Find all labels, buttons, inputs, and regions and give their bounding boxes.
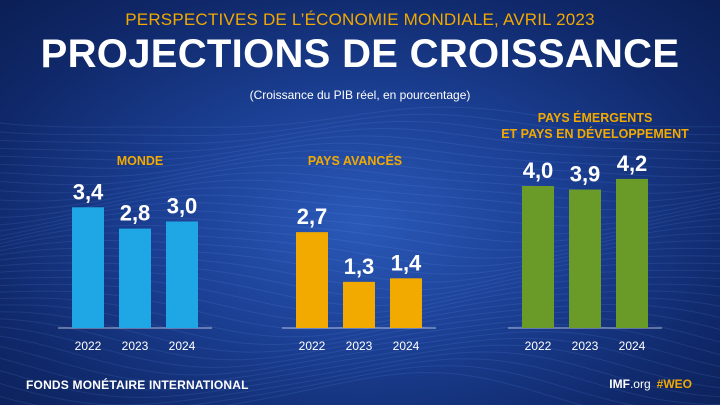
world-group-title: MONDE bbox=[116, 154, 164, 168]
emerging-value-label-2024: 4,2 bbox=[617, 151, 648, 176]
emerging-value-label-2022: 4,0 bbox=[523, 158, 554, 183]
wave-line bbox=[0, 344, 720, 391]
report-supertitle: PERSPECTIVES DE L’ÉCONOMIE MONDIALE, AVR… bbox=[125, 10, 595, 29]
advanced-bar-2023 bbox=[343, 281, 375, 328]
advanced-group-title: PAYS AVANCÉS bbox=[307, 154, 403, 168]
world-year-label-2024: 2024 bbox=[169, 339, 196, 353]
advanced-value-label-2024: 1,4 bbox=[391, 250, 422, 275]
wave-line bbox=[0, 365, 635, 405]
advanced-year-label-2024: 2024 bbox=[393, 339, 420, 353]
world-year-label-2022: 2022 bbox=[75, 339, 102, 353]
world-value-label-2023: 2,8 bbox=[120, 201, 151, 226]
advanced-bar-2024 bbox=[390, 278, 422, 328]
world-value-label-2024: 3,0 bbox=[167, 194, 198, 219]
advanced-bar-2022 bbox=[296, 232, 328, 328]
world-bar-2022 bbox=[72, 207, 104, 328]
advanced-year-label-2022: 2022 bbox=[299, 339, 326, 353]
site-prefix: IMF bbox=[609, 377, 630, 391]
footer-links: IMF.org #WEO bbox=[609, 377, 692, 391]
emerging-value-label-2023: 3,9 bbox=[570, 162, 601, 187]
emerging-bar-2024 bbox=[616, 178, 648, 328]
wave-line bbox=[0, 120, 720, 145]
advanced-year-label-2023: 2023 bbox=[346, 339, 373, 353]
wave-line bbox=[0, 128, 720, 153]
emerging-year-label-2023: 2023 bbox=[572, 339, 599, 353]
emerging-bar-2023 bbox=[569, 189, 601, 328]
emerging-group-title-line2: ET PAYS EN DÉVELOPPEMENT bbox=[501, 127, 689, 141]
wave-line bbox=[0, 157, 720, 186]
wave-line bbox=[0, 331, 720, 376]
world-year-label-2023: 2023 bbox=[122, 339, 149, 353]
world-value-label-2022: 3,4 bbox=[73, 179, 104, 204]
wave-line bbox=[0, 113, 720, 137]
page-title: PROJECTIONS DE CROISSANCE bbox=[40, 32, 680, 76]
wave-line bbox=[0, 337, 720, 384]
wave-line bbox=[0, 135, 720, 161]
world-bar-2024 bbox=[166, 221, 198, 328]
organization-name: FONDS MONÉTAIRE INTERNATIONAL bbox=[26, 378, 249, 392]
emerging-year-label-2024: 2024 bbox=[619, 339, 646, 353]
wave-line bbox=[0, 351, 720, 398]
emerging-group-title: PAYS ÉMERGENTS ET PAYS EN DÉVELOPPEMENT bbox=[490, 110, 700, 142]
emerging-bar-2022 bbox=[522, 186, 554, 328]
wave-line bbox=[0, 149, 720, 178]
wave-line bbox=[0, 142, 720, 170]
wave-line bbox=[0, 106, 720, 128]
advanced-value-label-2023: 1,3 bbox=[344, 254, 375, 279]
hashtag: #WEO bbox=[656, 377, 692, 391]
emerging-year-label-2022: 2022 bbox=[525, 339, 552, 353]
wave-line bbox=[225, 372, 584, 405]
world-bar-2023 bbox=[119, 228, 151, 328]
page-subtitle: (Croissance du PIB réel, en pourcentage) bbox=[249, 88, 471, 102]
advanced-value-label-2022: 2,7 bbox=[297, 204, 328, 229]
site-suffix: .org bbox=[629, 377, 651, 391]
emerging-group-title-line1: PAYS ÉMERGENTS bbox=[537, 111, 653, 125]
